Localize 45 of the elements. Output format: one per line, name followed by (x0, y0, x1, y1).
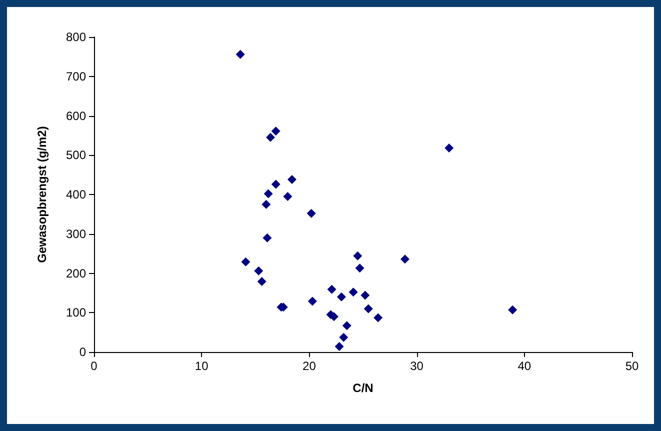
x-tick-label: 40 (518, 359, 532, 373)
y-tick-label: 300 (66, 226, 86, 241)
point (334, 342, 344, 351)
point (374, 313, 383, 322)
point (254, 266, 264, 276)
y-tick-label: 700 (66, 69, 86, 84)
y-tick-label: 400 (66, 188, 86, 202)
x-tick-label: 30 (410, 359, 424, 373)
point (360, 290, 370, 300)
point (306, 208, 316, 218)
point (327, 284, 336, 294)
point (257, 277, 266, 286)
point (400, 254, 410, 264)
point (283, 192, 292, 201)
x-tick-label: 0 (90, 359, 98, 373)
point (236, 50, 245, 59)
y-tick-label: 200 (66, 266, 86, 280)
point (262, 200, 271, 209)
point (241, 257, 250, 266)
y-tick-label: 600 (66, 108, 86, 123)
point (287, 175, 296, 184)
point (264, 189, 273, 198)
point (508, 305, 518, 314)
y-tick-label: 100 (66, 306, 86, 320)
point (348, 288, 358, 297)
point (266, 132, 275, 142)
point (355, 264, 364, 273)
y-tick-label: 0 (79, 345, 86, 359)
point (336, 292, 346, 302)
point (444, 144, 454, 153)
x-tick-label: 50 (625, 359, 639, 373)
point (342, 321, 352, 330)
x-tick-label: 10 (194, 359, 209, 373)
y-axis-title: Gewasopbrengst (g/m2) (35, 126, 49, 263)
point (308, 296, 317, 306)
point (271, 126, 280, 136)
point (262, 233, 272, 242)
point (339, 332, 348, 342)
x-tick-label: 20 (302, 359, 316, 373)
point (364, 304, 373, 314)
point (353, 251, 362, 260)
y-tick-label: 500 (66, 148, 86, 162)
point (271, 180, 280, 189)
x-axis-title: C/N (352, 381, 374, 395)
y-tick-label: 800 (66, 30, 86, 44)
